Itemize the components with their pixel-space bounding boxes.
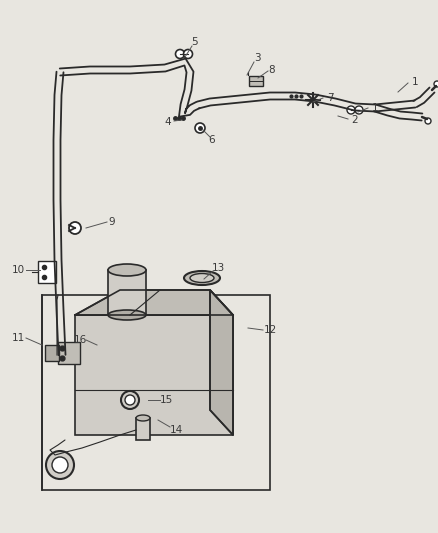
Circle shape: [125, 395, 135, 405]
Text: 2: 2: [352, 115, 358, 125]
Polygon shape: [75, 290, 233, 315]
Text: 11: 11: [11, 333, 25, 343]
Text: 10: 10: [11, 265, 25, 275]
Polygon shape: [210, 290, 233, 435]
Text: 6: 6: [208, 135, 215, 145]
Bar: [249, 76, 263, 86]
Text: 3: 3: [254, 53, 260, 63]
Text: 1: 1: [412, 77, 418, 87]
Bar: [42, 295, 270, 490]
Ellipse shape: [108, 310, 146, 320]
Text: 5: 5: [191, 37, 197, 47]
Ellipse shape: [184, 271, 220, 285]
Text: 16: 16: [74, 335, 87, 345]
Circle shape: [176, 50, 184, 59]
Bar: [58, 342, 80, 364]
Circle shape: [434, 81, 438, 87]
Circle shape: [121, 391, 139, 409]
Circle shape: [69, 222, 81, 234]
Text: 9: 9: [109, 217, 115, 227]
Bar: [136, 418, 150, 440]
Circle shape: [195, 123, 205, 133]
Circle shape: [46, 451, 74, 479]
Bar: [38, 261, 56, 283]
Circle shape: [184, 50, 192, 59]
Text: 14: 14: [170, 425, 183, 435]
Ellipse shape: [136, 415, 150, 421]
Text: 15: 15: [159, 395, 173, 405]
Ellipse shape: [190, 273, 214, 282]
Bar: [108, 270, 146, 315]
Circle shape: [52, 457, 68, 473]
Ellipse shape: [108, 264, 146, 276]
Text: 12: 12: [263, 325, 277, 335]
Text: 7: 7: [327, 93, 333, 103]
Bar: [75, 315, 233, 435]
Text: 4: 4: [165, 117, 171, 127]
Circle shape: [355, 106, 363, 114]
Bar: [45, 345, 59, 361]
Text: 1: 1: [372, 103, 378, 113]
Circle shape: [347, 106, 355, 114]
Text: 8: 8: [268, 65, 276, 75]
Text: 13: 13: [212, 263, 225, 273]
Circle shape: [425, 118, 431, 124]
